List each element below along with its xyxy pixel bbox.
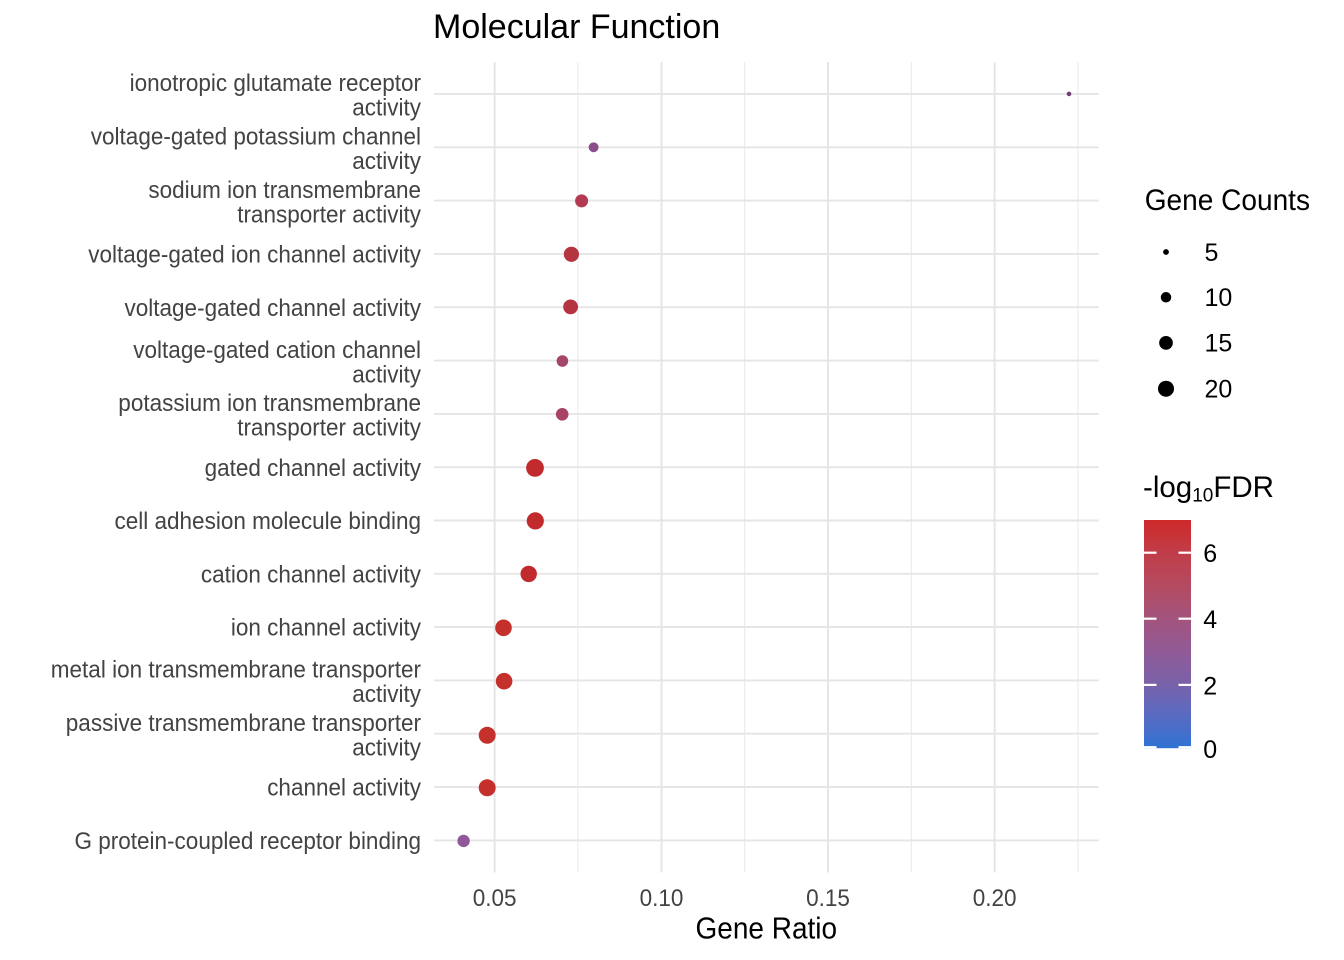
svg-text:0: 0 [1203,736,1217,764]
svg-text:ion channel activity: ion channel activity [231,615,422,642]
svg-text:potassium ion transmembrane: potassium ion transmembrane [118,390,421,417]
svg-text:0.20: 0.20 [973,885,1017,912]
svg-text:0.15: 0.15 [806,885,850,912]
svg-text:voltage-gated potassium channe: voltage-gated potassium channel [91,124,421,151]
svg-text:activity: activity [352,734,422,761]
svg-text:activity: activity [352,681,422,708]
svg-text:voltage-gated cation channel: voltage-gated cation channel [133,337,421,364]
svg-text:10: 10 [1205,284,1233,312]
svg-text:0.10: 0.10 [640,885,684,912]
svg-text:4: 4 [1203,606,1217,634]
svg-text:cation channel activity: cation channel activity [201,561,422,588]
svg-text:metal ion transmembrane transp: metal ion transmembrane transporter [51,657,421,684]
svg-text:Gene Ratio: Gene Ratio [696,912,838,946]
svg-text:transporter activity: transporter activity [237,201,422,228]
svg-text:ionotropic glutamate receptor: ionotropic glutamate receptor [130,70,421,97]
svg-text:0.05: 0.05 [473,885,517,912]
svg-text:passive transmembrane transpor: passive transmembrane transporter [66,710,421,737]
svg-text:15: 15 [1205,330,1233,358]
svg-text:voltage-gated ion channel acti: voltage-gated ion channel activity [88,242,421,269]
svg-text:cell adhesion molecule binding: cell adhesion molecule binding [115,508,422,535]
svg-text:gated channel activity: gated channel activity [205,455,422,482]
svg-text:20: 20 [1205,376,1233,404]
svg-text:sodium ion transmembrane: sodium ion transmembrane [148,177,421,204]
svg-text:activity: activity [352,361,422,388]
svg-text:activity: activity [352,148,422,175]
svg-text:channel activity: channel activity [267,775,422,802]
svg-text:6: 6 [1203,540,1217,568]
svg-text:5: 5 [1205,239,1219,267]
svg-text:Gene Counts: Gene Counts [1145,184,1310,217]
svg-text:2: 2 [1203,672,1217,700]
svg-text:voltage-gated channel activity: voltage-gated channel activity [125,295,422,322]
svg-text:activity: activity [352,95,422,122]
svg-text:transporter activity: transporter activity [237,415,422,442]
svg-text:G protein-coupled receptor bin: G protein-coupled receptor binding [75,828,422,855]
svg-text:Molecular Function: Molecular Function [433,8,720,46]
